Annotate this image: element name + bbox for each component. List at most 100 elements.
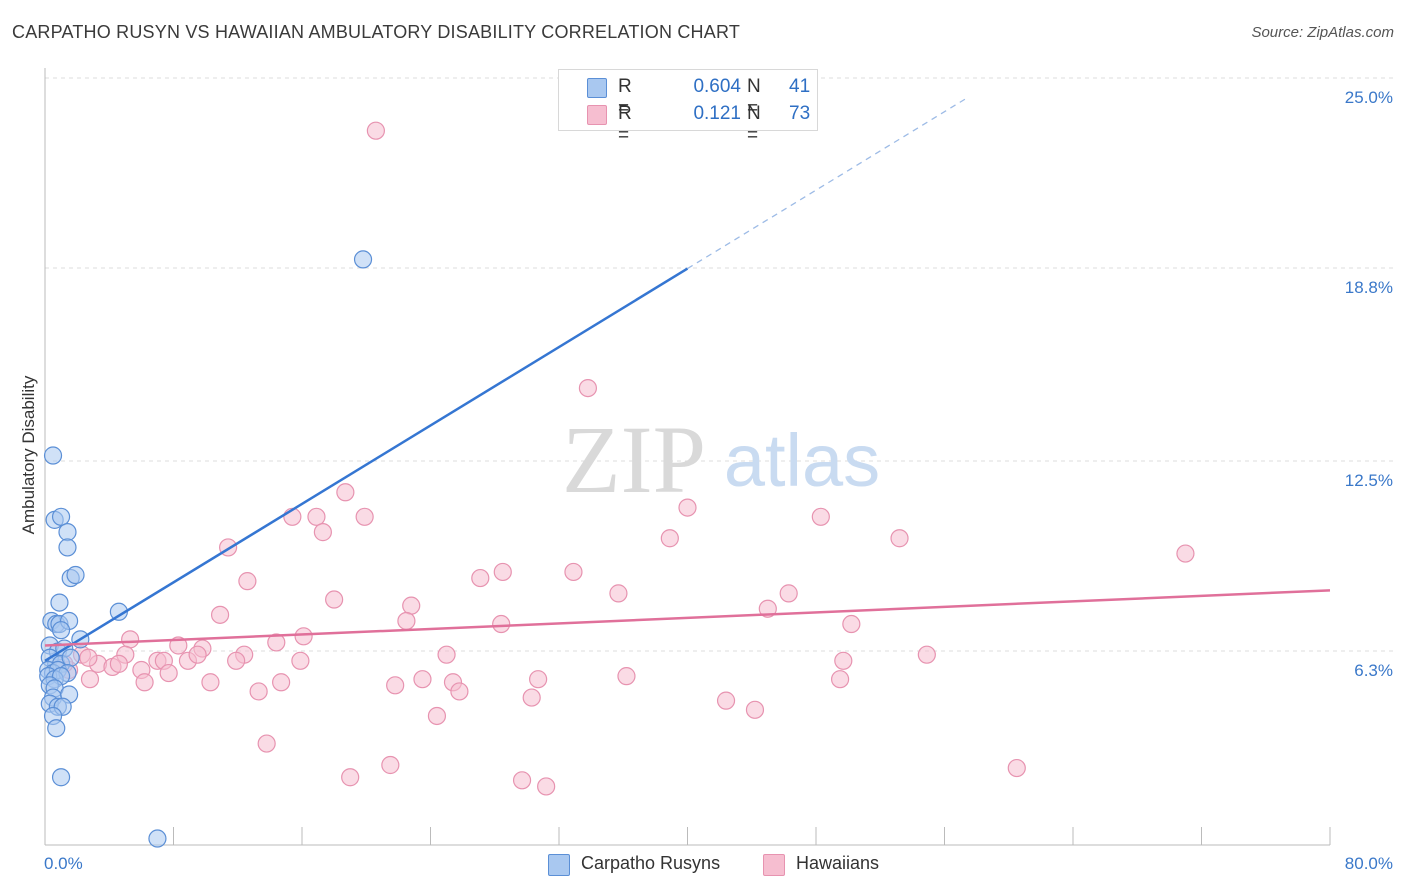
hawaiians-point <box>811 507 830 526</box>
hawaiians-point <box>397 611 416 631</box>
hawaiians-point <box>313 523 332 542</box>
hawaiians-points <box>55 121 1195 796</box>
hawaiians-point <box>188 645 207 664</box>
bottom-legend-label: Hawaiians <box>796 853 880 873</box>
hawaiians-point <box>617 667 636 686</box>
hawaiians-point <box>779 584 798 603</box>
hawaiians-point <box>660 529 679 548</box>
carpatho-rusyns-point <box>148 829 167 848</box>
hawaiians-point <box>609 584 628 603</box>
hawaiians-point <box>169 636 188 655</box>
hawaiians-point <box>512 771 532 790</box>
hawaiians-point <box>249 682 268 701</box>
hawaiians-point <box>578 378 598 398</box>
hawaiians-point <box>678 498 697 517</box>
hawaiians-point <box>294 627 313 646</box>
hawaiians-point <box>564 562 583 582</box>
y-tick-label: 18.8% <box>1345 278 1393 297</box>
hawaiians-point <box>355 507 374 526</box>
legend-n-value: 41 <box>789 76 811 97</box>
carpatho-rusyns-point <box>47 719 66 738</box>
hawaiians-point <box>121 630 140 649</box>
hawaiians-point <box>238 572 257 591</box>
hawaiians-point <box>135 673 154 692</box>
hawaiians-point <box>437 645 456 664</box>
hawaiians-point <box>471 568 490 588</box>
carpatho-rusyns-point <box>58 523 77 542</box>
hawaiians-point <box>210 605 230 624</box>
y-axis-label: Ambulatory Disability <box>19 375 38 534</box>
carpatho-rusyns-point <box>51 768 71 787</box>
carpatho-rusyns-point <box>51 621 71 640</box>
hawaiians-point <box>109 654 128 673</box>
legend-swatch-pink <box>587 105 607 125</box>
hawaiians-point <box>257 734 276 753</box>
bottom-legend-label: Carpatho Rusyns <box>581 853 721 873</box>
hawaiians-point <box>529 670 548 689</box>
legend-swatch-pink <box>763 854 785 876</box>
y-tick-label: 6.3% <box>1354 661 1393 680</box>
hawaiians-point <box>381 755 400 775</box>
hawaiians-point <box>493 562 512 582</box>
legend-n-label: N = <box>747 76 761 119</box>
legend-swatch-blue <box>548 854 570 876</box>
hawaiians-point <box>402 596 421 615</box>
hawaiians-point <box>307 507 326 526</box>
carpatho-rusyns-point <box>353 250 373 269</box>
hawaiians-point <box>267 633 286 652</box>
watermark-zip: ZIP <box>562 406 706 513</box>
hawaiians-point <box>917 645 936 664</box>
carpatho-rusyns-point <box>61 648 80 667</box>
carpatho-rusyns-trend-line <box>44 267 689 662</box>
hawaiians-point <box>336 483 355 502</box>
hawaiians-point <box>1007 758 1026 778</box>
y-tick-label: 12.5% <box>1345 471 1393 490</box>
carpatho-rusyns-point <box>50 593 69 612</box>
carpatho-rusyns-point <box>58 538 77 557</box>
y-tick-labels: 6.3% 12.5% 18.8% 25.0% <box>1345 88 1393 680</box>
hawaiians-point <box>716 691 736 710</box>
hawaiians-point <box>227 651 246 670</box>
hawaiians-point <box>386 676 405 695</box>
hawaiians-point <box>159 663 178 683</box>
hawaiians-point <box>291 651 310 670</box>
carpatho-rusyns-point <box>43 446 63 465</box>
legend-r-label: R = <box>618 76 632 119</box>
hawaiians-point <box>450 682 469 701</box>
hawaiians-point <box>537 777 556 796</box>
hawaiians-point <box>201 673 220 692</box>
hawaiians-point <box>79 648 98 667</box>
hawaiians-point <box>492 614 511 634</box>
legend: R = 0.604 N = 41 R = 0.121 N = 73 <box>558 69 818 146</box>
hawaiians-point <box>80 670 100 689</box>
trend-lines <box>44 96 1331 662</box>
x-tick-min: 0.0% <box>44 854 83 873</box>
legend-r-value: 0.121 <box>693 103 741 124</box>
x-tick-max: 80.0% <box>1345 854 1393 873</box>
legend-n-value: 73 <box>789 103 811 124</box>
hawaiians-point <box>427 706 447 726</box>
hawaiians-point <box>830 670 850 689</box>
y-tick-label: 25.0% <box>1345 88 1393 107</box>
hawaiians-point <box>834 651 853 670</box>
hawaiians-point <box>413 670 432 689</box>
hawaiians-point <box>842 614 861 634</box>
hawaiians-point <box>1176 544 1195 563</box>
legend-swatch-blue <box>587 78 607 98</box>
source-label: Source: ZipAtlas.com <box>1251 24 1394 41</box>
chart-title: CARPATHO RUSYN VS HAWAIIAN AMBULATORY DI… <box>12 22 741 42</box>
hawaiians-point <box>272 673 291 692</box>
hawaiians-point <box>890 529 909 548</box>
axes <box>44 68 1331 846</box>
hawaiians-point <box>325 590 344 609</box>
hawaiians-point <box>522 688 541 707</box>
hawaiians-point <box>341 768 360 787</box>
legend-n-label: N = <box>747 103 761 146</box>
watermark-atlas: atlas <box>724 419 880 502</box>
legend-r-value: 0.604 <box>693 76 741 97</box>
hawaiians-point <box>758 599 777 618</box>
gridlines <box>45 77 1395 652</box>
carpatho-rusyns-point <box>66 565 85 585</box>
hawaiians-point <box>366 121 385 140</box>
